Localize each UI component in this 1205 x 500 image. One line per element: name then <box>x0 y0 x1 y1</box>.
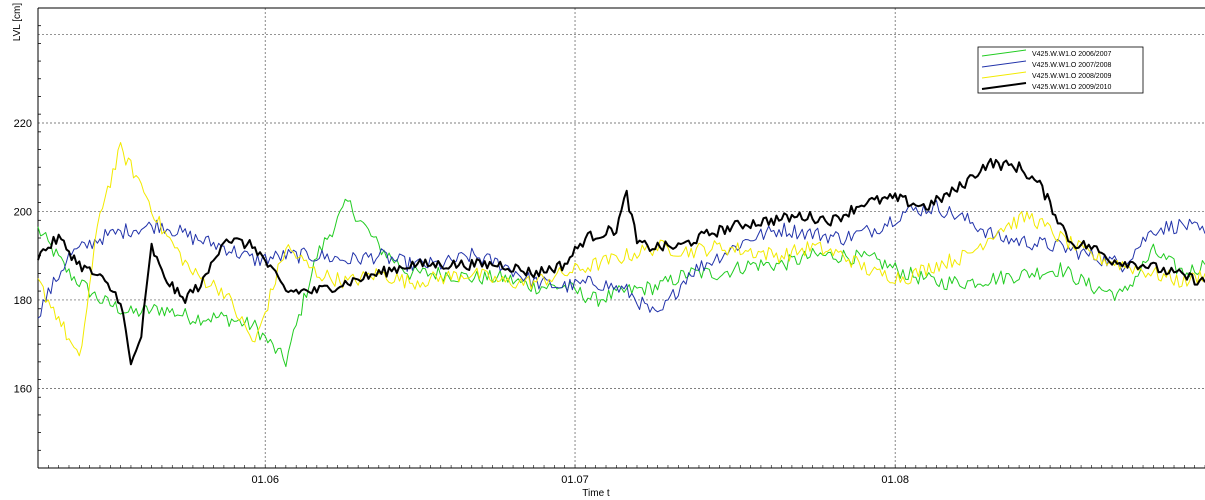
legend-label: V425.W.W1.O 2007/2008 <box>1032 62 1111 69</box>
y-tick-label: 180 <box>14 295 32 307</box>
legend-label: V425.W.W1.O 2009/2010 <box>1032 84 1111 91</box>
legend-label: V425.W.W1.O 2006/2007 <box>1032 51 1111 58</box>
y-tick-label: 200 <box>14 206 32 218</box>
legend-label: V425.W.W1.O 2008/2009 <box>1032 73 1111 80</box>
y-tick-label: 220 <box>14 118 32 130</box>
x-tick-label: 01.06 <box>251 474 279 486</box>
x-axis-label: Time t <box>582 488 610 499</box>
y-tick-label: 160 <box>14 383 32 395</box>
y-axis-label: LVL [cm] <box>12 3 23 42</box>
legend: V425.W.W1.O 2006/2007 V425.W.W1.O 2007/20… <box>978 47 1143 93</box>
x-tick-label: 01.07 <box>561 474 589 486</box>
x-tick-label: 01.08 <box>881 474 909 486</box>
